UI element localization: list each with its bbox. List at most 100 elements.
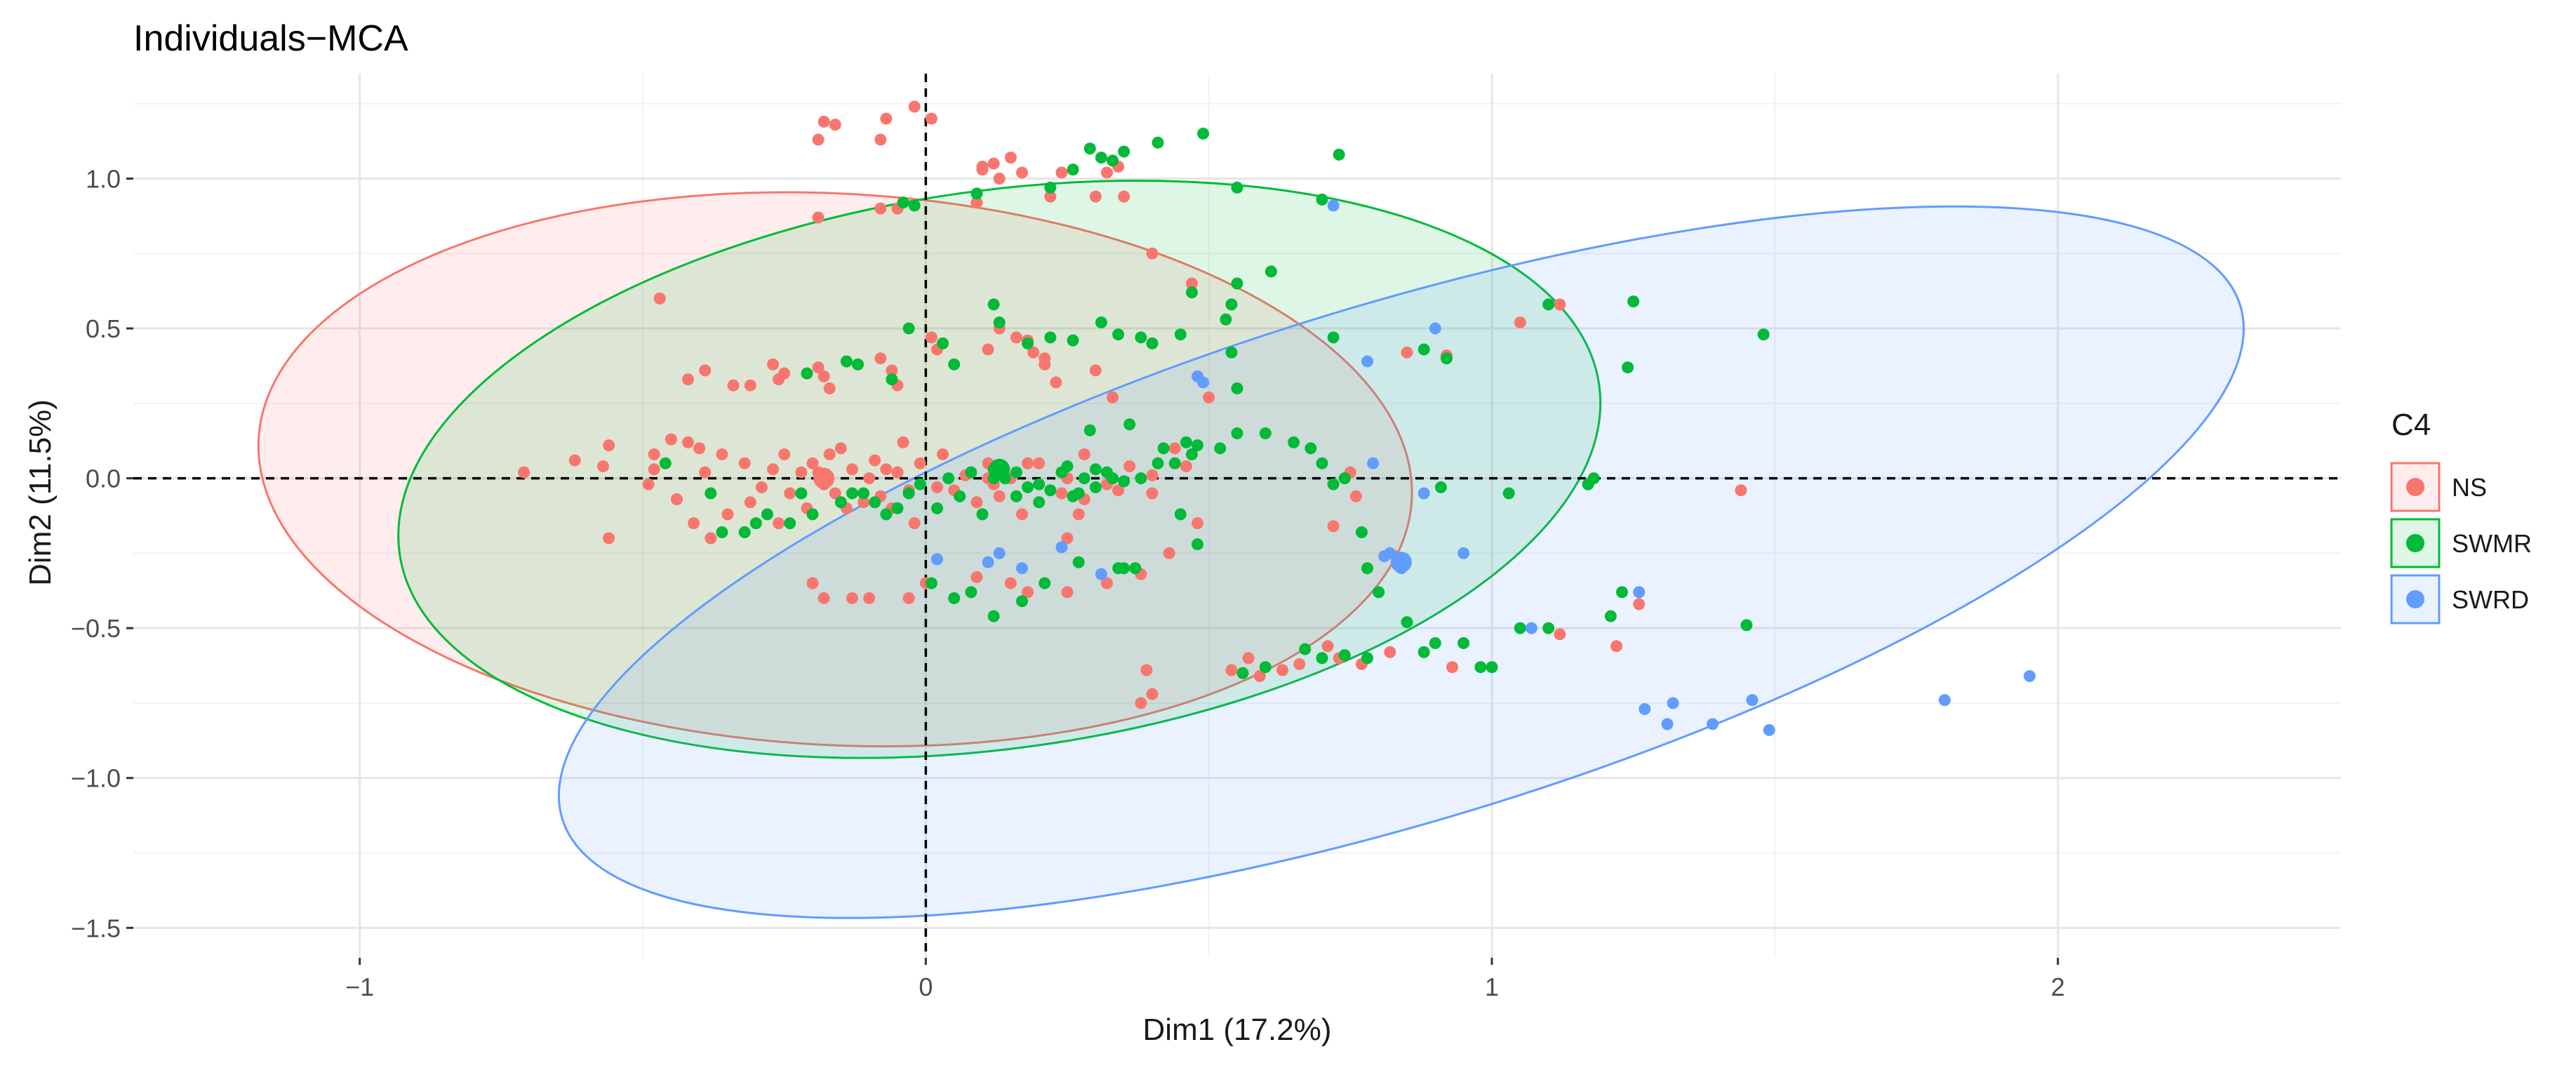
point-swmr bbox=[1022, 481, 1034, 493]
point-ns bbox=[665, 433, 677, 446]
point-swmr bbox=[1231, 277, 1243, 290]
point-ns bbox=[1514, 316, 1526, 329]
point-swrd bbox=[1095, 568, 1107, 580]
point-ns bbox=[1055, 487, 1068, 500]
point-ns bbox=[1225, 664, 1238, 676]
point-ns bbox=[716, 448, 728, 460]
point-ns bbox=[1123, 460, 1136, 473]
point-swmr bbox=[1061, 460, 1074, 473]
point-ns bbox=[1327, 520, 1340, 533]
point-swmr bbox=[1542, 298, 1555, 311]
point-swmr bbox=[1304, 442, 1317, 455]
legend-key-swrd bbox=[2390, 574, 2441, 625]
point-swmr bbox=[1015, 595, 1028, 608]
point-swmr bbox=[1107, 154, 1119, 167]
y-tick-label: −1.0 bbox=[71, 764, 121, 793]
point-swmr bbox=[1429, 637, 1441, 650]
point-ns bbox=[1118, 190, 1130, 203]
point-swmr bbox=[1135, 331, 1147, 344]
point-ns bbox=[812, 361, 825, 374]
point-swmr bbox=[857, 487, 870, 500]
point-ns bbox=[817, 592, 830, 604]
point-ns bbox=[597, 460, 610, 473]
point-swmr bbox=[1616, 586, 1629, 599]
point-ns bbox=[1163, 547, 1175, 559]
point-swmr bbox=[897, 196, 909, 209]
x-tick-label: 2 bbox=[2051, 973, 2065, 1001]
point-swmr bbox=[840, 355, 853, 368]
point-swmr bbox=[795, 487, 808, 500]
point-ns bbox=[705, 532, 717, 545]
x-axis-title: Dim1 (17.2%) bbox=[1143, 1013, 1332, 1047]
point-swmr bbox=[1033, 496, 1046, 509]
point-ns bbox=[806, 577, 819, 589]
point-ns bbox=[874, 133, 887, 146]
point-swmr bbox=[1010, 490, 1022, 502]
point-swrd bbox=[1378, 550, 1391, 563]
point-ns bbox=[1554, 298, 1566, 311]
point-swrd bbox=[1633, 586, 1646, 599]
point-ns bbox=[773, 517, 785, 530]
point-swmr bbox=[1604, 610, 1617, 622]
point-swmr bbox=[1327, 331, 1340, 344]
point-swmr bbox=[1089, 463, 1102, 476]
point-ns bbox=[874, 352, 887, 365]
point-swmr bbox=[1135, 472, 1147, 485]
point-ns bbox=[823, 448, 836, 460]
y-tick-label: 0.5 bbox=[86, 314, 121, 343]
point-swmr bbox=[1259, 427, 1272, 440]
point-ns bbox=[1384, 646, 1396, 658]
x-axis-ticks: −1 0 1 2 bbox=[345, 958, 2065, 1001]
point-swmr bbox=[1401, 616, 1413, 629]
point-ns bbox=[970, 496, 983, 509]
point-ns bbox=[1146, 487, 1159, 500]
point-ns bbox=[834, 442, 847, 455]
point-ns bbox=[897, 436, 909, 448]
point-ns bbox=[1022, 586, 1034, 599]
point-swrd bbox=[1639, 702, 1651, 715]
point-swmr bbox=[1044, 484, 1057, 497]
y-axis-ticks: −1.5 −1.0 −0.5 0.0 0.5 1.0 bbox=[71, 164, 133, 942]
point-swmr bbox=[806, 508, 819, 521]
point-swmr bbox=[761, 508, 773, 521]
point-ns bbox=[1135, 697, 1147, 709]
point-ns bbox=[970, 196, 983, 209]
point-swmr bbox=[1197, 127, 1210, 140]
point-ns bbox=[1078, 448, 1090, 460]
point-ns bbox=[1112, 484, 1125, 497]
point-swmr bbox=[914, 478, 926, 490]
point-ns bbox=[1055, 166, 1068, 179]
point-swmr bbox=[1502, 487, 1515, 500]
point-ns bbox=[806, 457, 819, 469]
point-swmr bbox=[1152, 457, 1164, 469]
point-swmr bbox=[1231, 427, 1243, 440]
point-ns bbox=[682, 373, 695, 386]
point-swmr bbox=[937, 337, 949, 349]
point-ns bbox=[1050, 376, 1062, 389]
point-ns bbox=[880, 112, 893, 125]
point-ns bbox=[744, 496, 756, 509]
point-swmr bbox=[1118, 562, 1130, 575]
point-swmr bbox=[1225, 346, 1238, 359]
point-swmr bbox=[1083, 424, 1096, 436]
point-ns bbox=[993, 172, 1006, 185]
grid-minor bbox=[133, 74, 2341, 958]
point-ns bbox=[1446, 661, 1459, 674]
point-swmr bbox=[1185, 286, 1198, 299]
data-points bbox=[518, 100, 2036, 736]
y-tick-label: 1.0 bbox=[86, 164, 121, 193]
point-swmr bbox=[1327, 478, 1340, 490]
point-ns bbox=[1061, 532, 1074, 545]
point-swmr bbox=[1180, 436, 1192, 448]
point-swmr bbox=[1582, 478, 1594, 490]
point-ns bbox=[1192, 517, 1204, 530]
point-swmr bbox=[1333, 148, 1345, 161]
point-swmr bbox=[1118, 145, 1130, 158]
point-swrd bbox=[1457, 547, 1470, 559]
point-swmr bbox=[1157, 442, 1170, 455]
point-ns bbox=[817, 115, 830, 128]
point-ns bbox=[1015, 166, 1028, 179]
point-swrd bbox=[1327, 199, 1340, 212]
point-ns bbox=[982, 343, 994, 356]
point-swrd bbox=[2023, 670, 2036, 683]
